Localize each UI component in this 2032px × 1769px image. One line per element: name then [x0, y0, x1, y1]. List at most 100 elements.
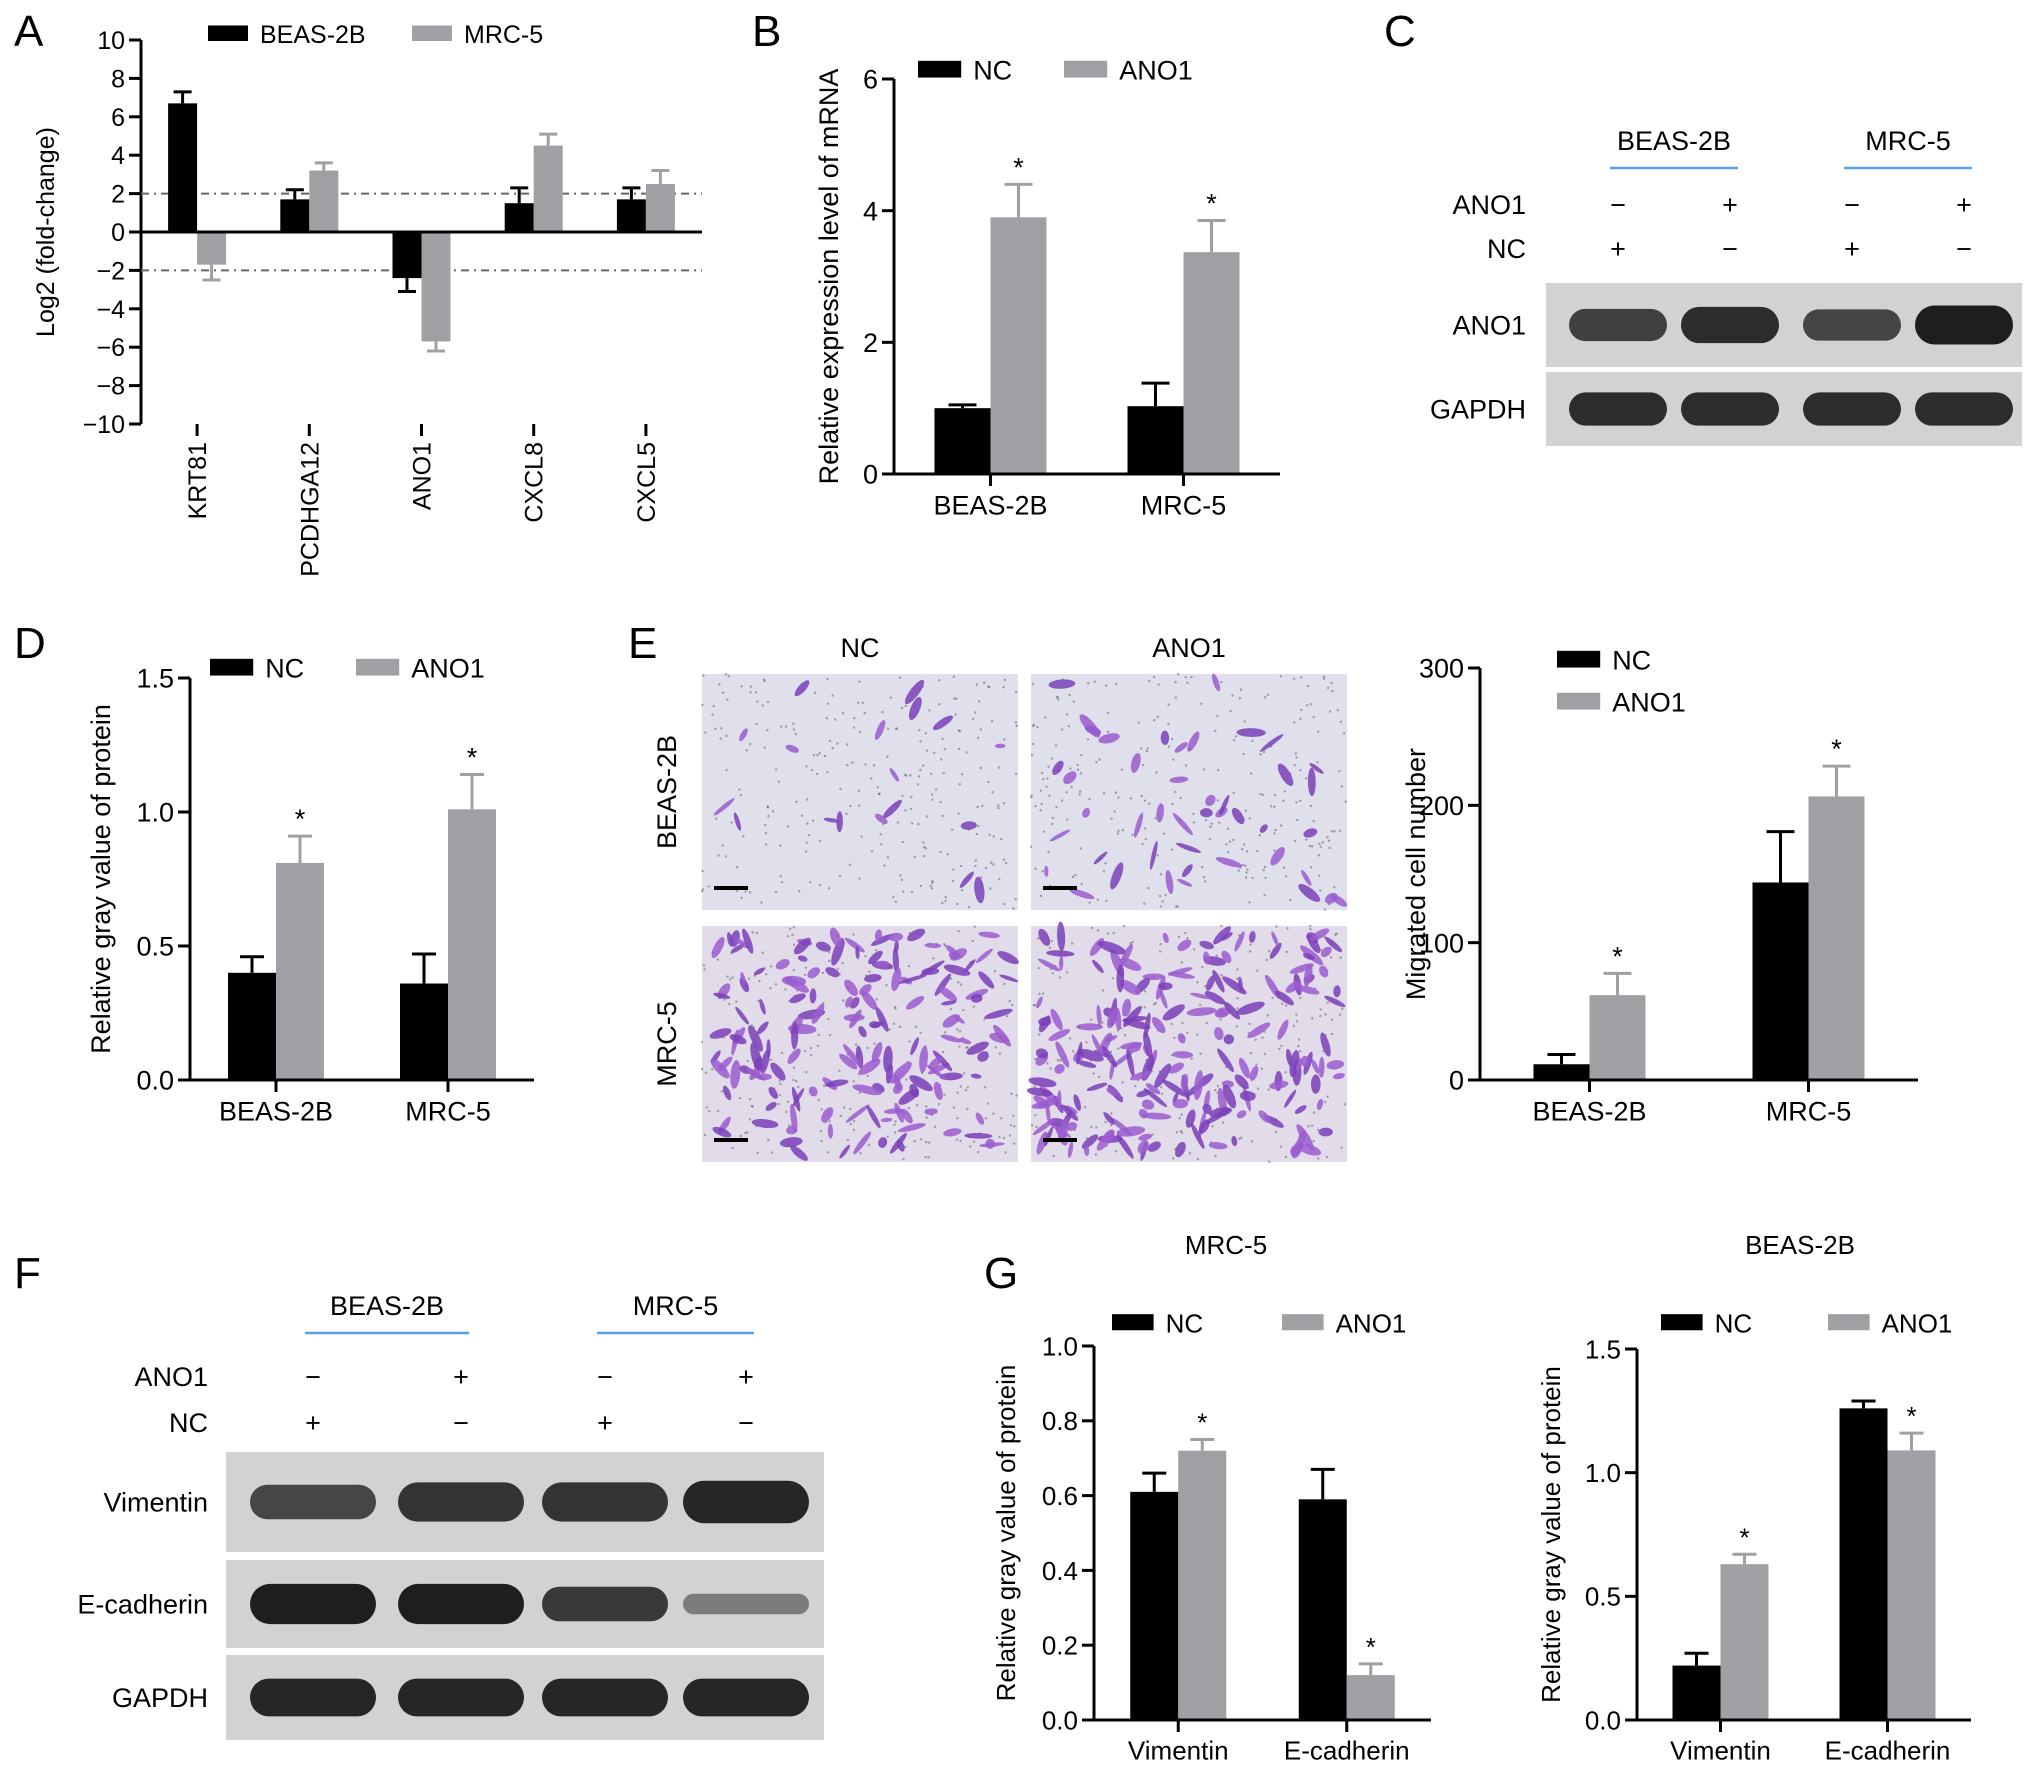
pore-dot [1167, 722, 1170, 726]
pore-dot [1201, 866, 1204, 869]
pore-dot [1177, 935, 1181, 939]
chart-e: 0 100 200 300 Migrated cell number * * BEAS-2B M… [1401, 646, 1918, 1126]
micrograph-column-label: ANO1 [1152, 633, 1226, 663]
pore-dot [774, 890, 778, 894]
micrograph-grid: NC ANO1 BEAS-2B MRC-5 [652, 633, 1348, 1163]
pore-dot [1143, 827, 1147, 830]
stained-cell [1145, 1083, 1161, 1095]
y-tick-label: 0.5 [136, 932, 174, 962]
pore-dot [1114, 791, 1118, 794]
pore-dot [991, 791, 994, 794]
pore-dot [922, 845, 926, 849]
pore-dot [838, 1069, 841, 1073]
pore-dot [792, 1066, 796, 1069]
stained-cell [888, 932, 904, 942]
stained-cell [1054, 1063, 1065, 1074]
pore-dot [1158, 894, 1162, 898]
pore-dot [976, 1150, 980, 1154]
legend-label: MRC-5 [464, 21, 543, 49]
pore-dot [1283, 790, 1286, 793]
blot-sign: − [305, 1362, 321, 1392]
pore-dot [1320, 948, 1323, 952]
stained-cell [1168, 967, 1193, 976]
y-tick-label: 100 [1419, 928, 1464, 958]
pore-dot [1069, 767, 1072, 770]
stained-cell [964, 1133, 993, 1139]
pore-dot [924, 732, 928, 735]
pore-dot [715, 817, 718, 820]
stained-cell [1130, 1071, 1152, 1081]
pore-dot [1072, 700, 1075, 703]
stained-cell [1126, 1048, 1135, 1078]
pore-dot [1178, 1116, 1181, 1120]
pore-dot [712, 704, 715, 708]
significance-star: * [1831, 734, 1842, 764]
stained-cell [1091, 1034, 1103, 1057]
pore-dot [800, 814, 804, 817]
pore-dot [1284, 1155, 1288, 1159]
stained-cell [928, 1056, 943, 1070]
stained-cell [889, 1061, 912, 1084]
stained-cell [1236, 1001, 1265, 1015]
pore-dot [805, 841, 808, 844]
pore-dot [1250, 772, 1253, 775]
pore-dot [984, 866, 988, 870]
pore-dot [902, 1157, 905, 1161]
pore-dot [761, 704, 764, 707]
pore-dot [1339, 720, 1343, 724]
pore-dot [1306, 704, 1309, 707]
pore-dot [901, 840, 904, 844]
pore-dot [919, 1031, 922, 1035]
pore-dot [983, 1086, 987, 1089]
pore-dot [1040, 802, 1043, 806]
legend-label: ANO1 [1612, 688, 1686, 718]
stained-cell [1259, 824, 1268, 833]
pore-dot [1095, 1126, 1098, 1129]
pore-dot [1304, 838, 1308, 841]
pore-dot [735, 889, 739, 893]
stained-cell [1067, 1141, 1074, 1159]
pore-dot [1112, 931, 1115, 935]
stained-cell [1215, 857, 1243, 868]
blot-band [542, 1482, 668, 1522]
pore-dot [1003, 902, 1006, 906]
pore-dot [778, 1094, 782, 1097]
pore-dot [1309, 924, 1312, 928]
pore-dot [925, 1140, 928, 1144]
pore-dot [1180, 1131, 1184, 1135]
stained-cell [1193, 1070, 1204, 1100]
pore-dot [1323, 1100, 1327, 1104]
significance-star: * [1906, 1401, 1916, 1431]
pore-dot [867, 1143, 871, 1147]
stained-cell [1318, 1127, 1333, 1137]
pore-dot [1184, 676, 1187, 679]
stained-cell [1073, 1094, 1081, 1111]
legend-label: BEAS-2B [260, 21, 366, 49]
pore-dot [704, 731, 707, 734]
pore-dot [740, 896, 743, 900]
stained-cell [978, 931, 1000, 939]
pore-dot [957, 747, 961, 751]
pore-dot [1299, 799, 1302, 803]
pore-dot [1304, 777, 1308, 780]
pore-dot [1115, 682, 1118, 685]
stained-cell [950, 948, 967, 961]
pore-dot [1013, 1125, 1016, 1128]
pore-dot [705, 1106, 708, 1109]
bar-beas-2b-cxcl5 [616, 199, 646, 232]
stained-cell [861, 990, 878, 1010]
stained-cell [849, 1009, 862, 1029]
stained-cell [883, 1108, 904, 1114]
pore-dot [1171, 802, 1174, 806]
micrograph [700, 925, 1019, 1162]
stained-cell [1270, 846, 1285, 866]
stained-cell [730, 1060, 741, 1089]
stained-cell [1275, 990, 1294, 1006]
stained-cell [1036, 1131, 1048, 1155]
pore-dot [1289, 898, 1292, 902]
pore-dot [1258, 834, 1262, 837]
pore-dot [1324, 1013, 1327, 1016]
stained-cell [882, 799, 902, 819]
legend-swatch [356, 658, 400, 676]
blot-f: BEAS-2B MRC-5 ANO1 − + − + NC + − + − Vimentin E-cadh… [77, 1291, 824, 1740]
